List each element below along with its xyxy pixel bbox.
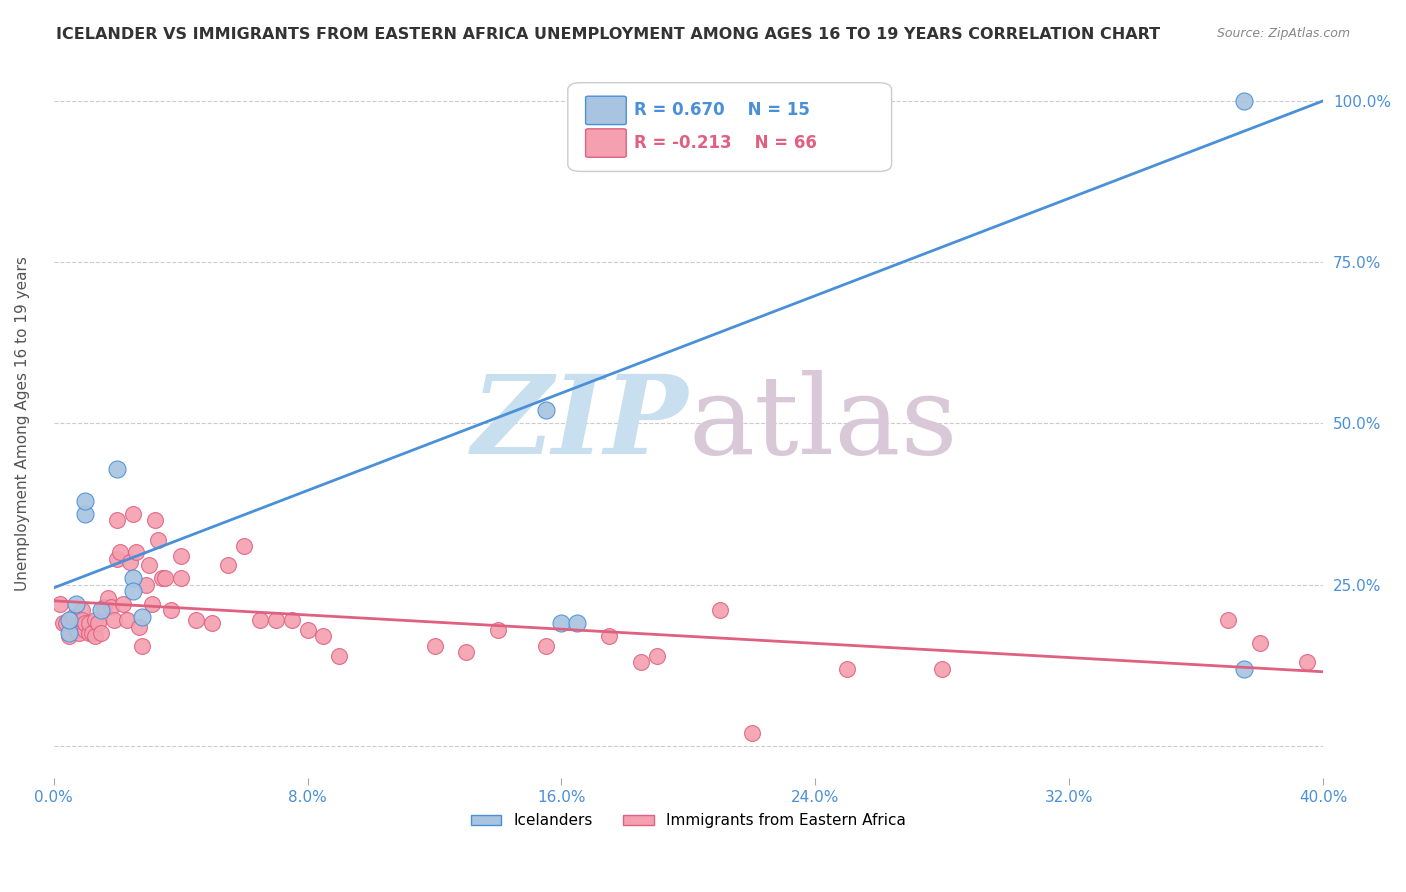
Point	[141, 597, 163, 611]
Point	[423, 639, 446, 653]
Point	[77, 626, 100, 640]
Point	[138, 558, 160, 573]
Point	[837, 661, 859, 675]
Point	[62, 610, 84, 624]
Point	[328, 648, 350, 663]
Text: ZIP: ZIP	[472, 369, 689, 477]
FancyBboxPatch shape	[568, 83, 891, 171]
Point	[87, 616, 110, 631]
Point	[90, 603, 112, 617]
Point	[52, 616, 75, 631]
Point	[598, 629, 620, 643]
Point	[150, 571, 173, 585]
Point	[280, 613, 302, 627]
Point	[630, 655, 652, 669]
Point	[75, 493, 97, 508]
Point	[75, 507, 97, 521]
Point	[70, 613, 93, 627]
Text: R = -0.213    N = 66: R = -0.213 N = 66	[634, 134, 817, 152]
Text: atlas: atlas	[689, 370, 957, 477]
Point	[100, 600, 122, 615]
FancyBboxPatch shape	[586, 96, 626, 125]
Point	[534, 639, 557, 653]
Point	[49, 597, 72, 611]
Point	[160, 603, 183, 617]
Point	[105, 461, 128, 475]
FancyBboxPatch shape	[586, 128, 626, 157]
Point	[1233, 661, 1256, 675]
Point	[1233, 94, 1256, 108]
Point	[1249, 636, 1271, 650]
Point	[58, 626, 80, 640]
Point	[105, 513, 128, 527]
Point	[118, 555, 141, 569]
Text: R = 0.670    N = 15: R = 0.670 N = 15	[634, 102, 810, 120]
Point	[931, 661, 953, 675]
Point	[741, 726, 763, 740]
Point	[97, 591, 120, 605]
Point	[1216, 613, 1239, 627]
Point	[1296, 655, 1319, 669]
Point	[110, 545, 132, 559]
Point	[112, 597, 135, 611]
Point	[70, 603, 93, 617]
Point	[486, 623, 509, 637]
Point	[186, 613, 208, 627]
Point	[83, 613, 105, 627]
Point	[122, 507, 145, 521]
Point	[103, 613, 125, 627]
Point	[169, 549, 191, 563]
Point	[249, 613, 271, 627]
Point	[122, 571, 145, 585]
Point	[709, 603, 731, 617]
Point	[645, 648, 668, 663]
Point	[456, 645, 478, 659]
Point	[125, 545, 148, 559]
Point	[201, 616, 224, 631]
Point	[264, 613, 287, 627]
Point	[143, 513, 166, 527]
Point	[77, 616, 100, 631]
Point	[105, 552, 128, 566]
Point	[83, 629, 105, 643]
Point	[65, 597, 87, 611]
Point	[131, 639, 153, 653]
Point	[115, 613, 138, 627]
Point	[67, 626, 90, 640]
Point	[135, 577, 157, 591]
Point	[58, 629, 80, 643]
Point	[148, 533, 170, 547]
Point	[131, 610, 153, 624]
Text: Source: ZipAtlas.com: Source: ZipAtlas.com	[1216, 27, 1350, 40]
Point	[217, 558, 239, 573]
Point	[93, 600, 115, 615]
Point	[80, 626, 103, 640]
Point	[58, 613, 80, 627]
Point	[122, 584, 145, 599]
Point	[550, 616, 572, 631]
Point	[128, 619, 150, 633]
Point	[567, 616, 589, 631]
Point	[75, 623, 97, 637]
Point	[153, 571, 176, 585]
Point	[65, 623, 87, 637]
Point	[297, 623, 319, 637]
Legend: Icelanders, Immigrants from Eastern Africa: Icelanders, Immigrants from Eastern Afri…	[464, 807, 912, 834]
Point	[90, 626, 112, 640]
Point	[534, 403, 557, 417]
Point	[233, 539, 256, 553]
Point	[169, 571, 191, 585]
Y-axis label: Unemployment Among Ages 16 to 19 years: Unemployment Among Ages 16 to 19 years	[15, 256, 30, 591]
Point	[312, 629, 335, 643]
Text: ICELANDER VS IMMIGRANTS FROM EASTERN AFRICA UNEMPLOYMENT AMONG AGES 16 TO 19 YEA: ICELANDER VS IMMIGRANTS FROM EASTERN AFR…	[56, 27, 1160, 42]
Point	[75, 616, 97, 631]
Point	[55, 616, 77, 631]
